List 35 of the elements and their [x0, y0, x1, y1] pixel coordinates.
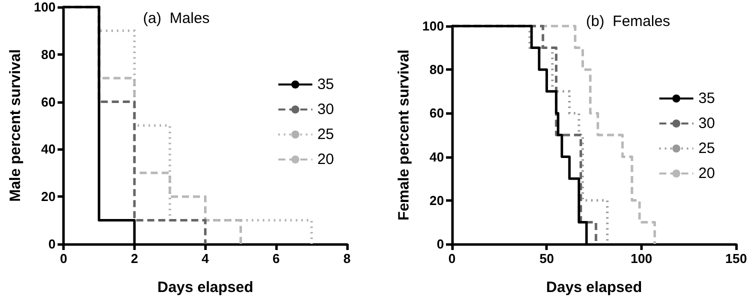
- legend-label: 30: [698, 115, 716, 132]
- legend-label: 25: [698, 140, 716, 157]
- x-tick-label: 2: [130, 251, 138, 266]
- legend-label: 30: [317, 101, 334, 118]
- legend-label: 35: [317, 76, 334, 93]
- y-tick-label: 100: [34, 0, 56, 14]
- chart-title: (a) Males: [143, 10, 210, 27]
- y-axis-title: Male percent survival: [7, 49, 24, 202]
- legend-label: 25: [317, 126, 334, 143]
- legend-label: 20: [698, 165, 716, 182]
- x-tick-label: 0: [60, 251, 68, 266]
- y-axis-title: Female percent survival: [395, 50, 412, 220]
- x-tick-label: 4: [202, 251, 210, 266]
- y-tick-label: 80: [41, 46, 56, 62]
- legend-label: 20: [317, 151, 334, 168]
- y-tick-label: 40: [430, 149, 444, 164]
- y-tick-label: 0: [436, 236, 444, 252]
- y-tick-label: 40: [41, 142, 56, 157]
- x-axis-title: Days elapsed: [546, 279, 642, 296]
- x-tick-label: 8: [343, 251, 351, 266]
- x-tick-label: 150: [725, 251, 748, 266]
- y-tick-label: 100: [422, 18, 444, 34]
- x-axis-title: Days elapsed: [157, 279, 254, 296]
- y-tick-label: 0: [48, 236, 56, 252]
- y-tick-label: 60: [430, 106, 444, 121]
- x-tick-label: 50: [539, 251, 554, 266]
- chart-title: (b) Females: [586, 13, 670, 30]
- x-tick-label: 6: [272, 251, 280, 266]
- x-tick-label: 100: [630, 251, 652, 266]
- legend-label: 35: [698, 90, 716, 107]
- x-tick-label: 0: [448, 251, 456, 266]
- y-tick-label: 20: [430, 192, 444, 208]
- y-tick-label: 80: [430, 62, 444, 78]
- y-tick-label: 60: [41, 94, 56, 110]
- y-tick-label: 20: [41, 189, 56, 204]
